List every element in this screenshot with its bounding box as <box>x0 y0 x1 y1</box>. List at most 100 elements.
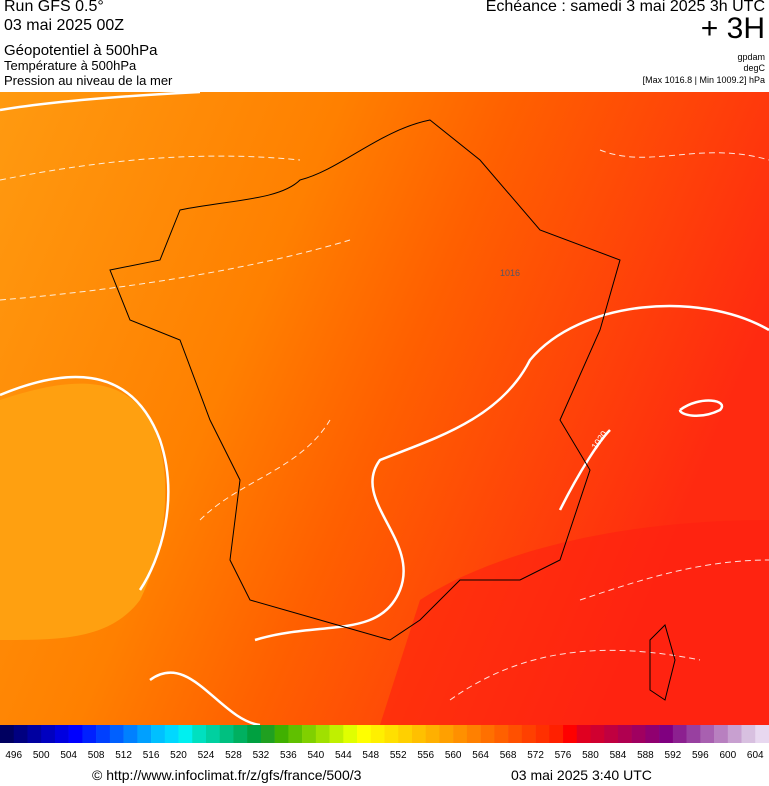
color-swatch <box>219 725 234 743</box>
color-swatch <box>260 725 275 743</box>
legend-label: 568 <box>500 750 517 761</box>
legend-label: 564 <box>472 750 489 761</box>
isobar <box>0 375 170 591</box>
color-swatch <box>205 725 221 743</box>
color-swatch <box>425 725 440 743</box>
color-swatch <box>549 725 564 743</box>
color-swatch <box>357 725 372 743</box>
legend-label: 596 <box>692 750 709 761</box>
color-swatch <box>274 725 289 743</box>
color-swatch <box>453 725 468 743</box>
color-swatch <box>741 725 756 743</box>
field-label: Pression au niveau de la mer <box>4 73 173 88</box>
lead-time: + 3H <box>700 12 765 45</box>
legend-label: 512 <box>115 750 132 761</box>
color-swatch <box>27 725 42 743</box>
color-swatch <box>398 725 413 743</box>
legend-label: 504 <box>60 750 77 761</box>
color-swatch <box>178 725 193 743</box>
color-swatch <box>521 725 536 743</box>
legend-label: 556 <box>417 750 434 761</box>
legend-label: 516 <box>143 750 160 761</box>
isobar <box>558 399 724 511</box>
pressure-range: [Max 1016.8 | Min 1009.2] hPa <box>642 75 765 85</box>
color-swatch <box>617 725 632 743</box>
color-swatch <box>151 725 166 743</box>
field-label: Température à 500hPa <box>4 58 137 73</box>
field-label: Géopotentiel à 500hPa <box>4 42 158 59</box>
run-date: 03 mai 2025 00Z <box>4 17 125 34</box>
color-swatch <box>384 725 399 743</box>
color-swatch <box>41 725 56 743</box>
color-swatch <box>631 725 646 743</box>
run-title: Run GFS 0.5° <box>4 0 104 15</box>
color-swatch <box>315 725 330 743</box>
color-swatch <box>68 725 83 743</box>
legend-label: 532 <box>253 750 270 761</box>
color-swatch <box>288 725 303 743</box>
unit: gpdam <box>737 52 765 62</box>
legend-label: 508 <box>88 750 105 761</box>
legend-label: 592 <box>665 750 682 761</box>
legend-label: 500 <box>33 750 50 761</box>
color-swatch <box>233 725 248 743</box>
legend-label: 520 <box>170 750 187 761</box>
legend-label: 496 <box>5 750 22 761</box>
color-swatch <box>576 725 591 743</box>
color-swatch <box>439 725 454 743</box>
color-swatch <box>727 725 742 743</box>
color-swatch <box>494 725 509 743</box>
legend-label: 604 <box>747 750 764 761</box>
legend-label: 528 <box>225 750 242 761</box>
legend-label: 584 <box>610 750 627 761</box>
color-swatch <box>535 725 550 743</box>
legend-label: 580 <box>582 750 599 761</box>
color-swatch <box>466 725 481 743</box>
legend-label: 572 <box>527 750 544 761</box>
legend-label: 544 <box>335 750 352 761</box>
color-swatch <box>659 725 674 743</box>
color-swatch <box>672 725 687 743</box>
legend-label: 540 <box>307 750 324 761</box>
isobar <box>0 90 201 112</box>
color-swatch <box>686 725 701 743</box>
legend-label: 600 <box>719 750 736 761</box>
color-swatch <box>109 725 124 743</box>
color-swatch <box>480 725 495 743</box>
echeance: Echéance : samedi 3 mai 2025 3h UTC <box>485 0 765 15</box>
color-swatch <box>755 725 769 743</box>
color-swatch <box>645 725 660 743</box>
generated-time: 03 mai 2025 3:40 UTC <box>511 767 652 783</box>
color-swatch <box>0 725 15 743</box>
color-swatch <box>714 725 729 743</box>
color-swatch <box>700 725 715 743</box>
legend-label: 588 <box>637 750 654 761</box>
color-swatch <box>302 725 317 743</box>
color-swatch <box>370 725 385 743</box>
color-swatch <box>343 725 358 743</box>
isotherm <box>0 149 769 701</box>
color-swatch <box>329 725 344 743</box>
color-swatch <box>137 725 152 743</box>
color-swatch <box>508 725 523 743</box>
warm-zone <box>0 383 166 640</box>
color-swatch <box>54 725 69 743</box>
france-outline <box>109 119 621 641</box>
corsica-outline <box>649 624 676 701</box>
legend-label: 552 <box>390 750 407 761</box>
contour-label: 1016 <box>500 268 520 278</box>
unit: degC <box>743 63 765 73</box>
color-swatch <box>604 725 619 743</box>
isobar <box>149 304 769 727</box>
color-swatch <box>13 725 28 743</box>
legend-label: 576 <box>555 750 572 761</box>
color-swatch <box>590 725 605 743</box>
color-swatch <box>192 725 207 743</box>
color-swatch <box>96 725 111 743</box>
color-swatch <box>123 725 138 743</box>
legend-label: 560 <box>445 750 462 761</box>
color-swatch <box>82 725 97 743</box>
legend-label: 536 <box>280 750 297 761</box>
